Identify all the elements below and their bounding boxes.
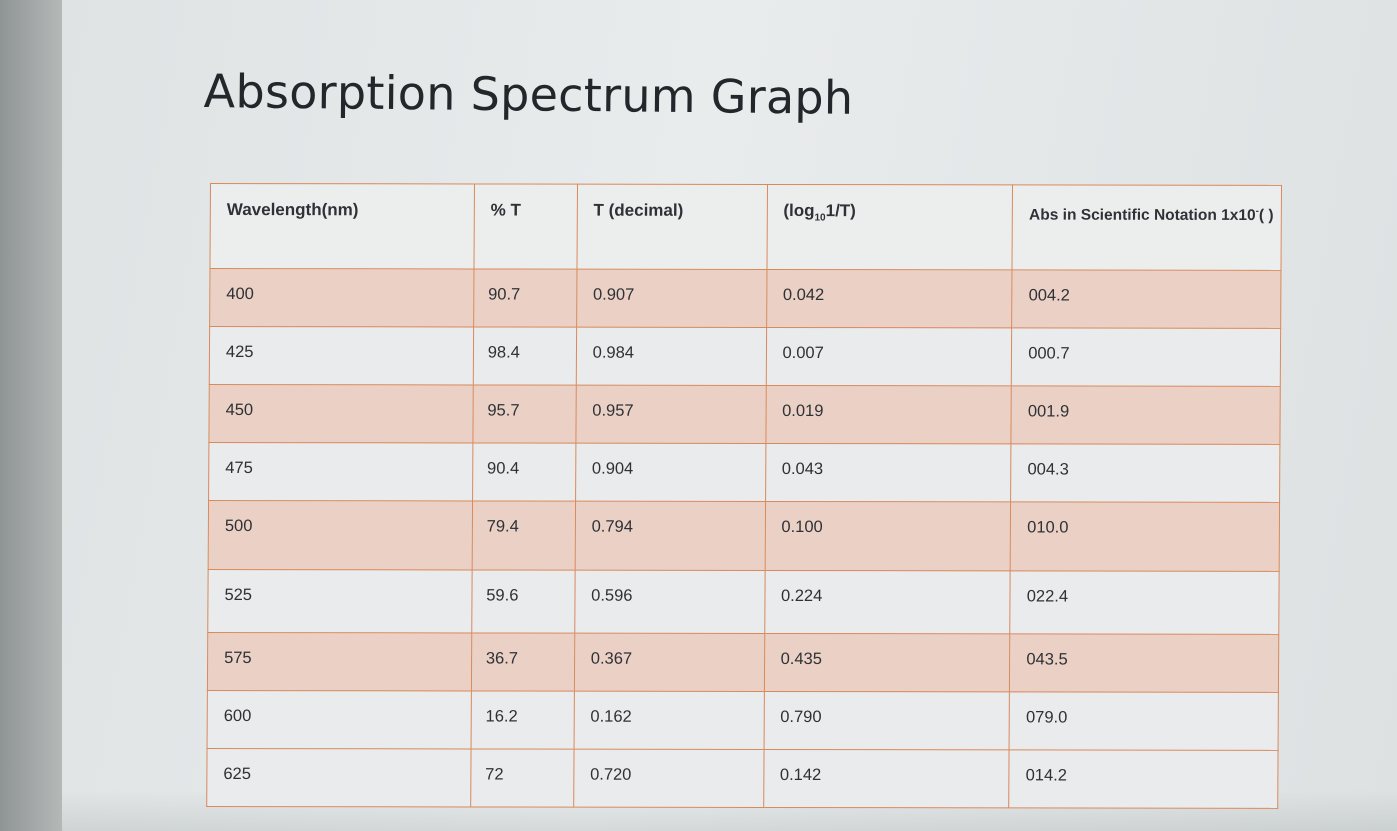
cell-percent-t: 90.4 [472, 442, 576, 502]
cell-t-decimal: 0.904 [575, 443, 766, 502]
cell-t-decimal: 0.596 [574, 570, 765, 634]
cell-log: 0.042 [766, 269, 1013, 328]
table-row: 450 95.7 0.957 0.019 001.9 [208, 384, 1281, 445]
cell-abs: 001.9 [1011, 385, 1281, 445]
absorption-data-table: Wavelength(nm) % T T (decimal) (log101/T… [206, 183, 1282, 809]
table-row: 500 79.4 0.794 0.100 010.0 [208, 500, 1280, 572]
cell-log: 0.142 [763, 749, 1010, 808]
header-log-base: 10 [814, 212, 826, 224]
cell-abs: 022.4 [1010, 570, 1280, 635]
table-row: 625 72 0.720 0.142 014.2 [206, 748, 1279, 809]
cell-percent-t: 95.7 [472, 384, 576, 444]
cell-wavelength: 450 [208, 384, 474, 443]
cell-percent-t: 98.4 [473, 326, 577, 386]
cell-log: 0.435 [763, 633, 1011, 692]
cell-abs: 014.2 [1008, 749, 1279, 809]
cell-wavelength: 525 [207, 569, 472, 633]
header-log-tail: 1/T) [825, 201, 856, 221]
cell-wavelength: 625 [206, 748, 471, 807]
header-abs-parens: ( ) [1258, 206, 1274, 225]
data-table-container: Wavelength(nm) % T T (decimal) (log101/T… [206, 183, 1300, 809]
cell-abs: 079.0 [1009, 691, 1279, 751]
cell-log: 0.100 [764, 501, 1011, 571]
cell-percent-t: 36.7 [471, 632, 575, 692]
header-percent-t: % T [473, 183, 578, 270]
cell-wavelength: 475 [208, 442, 473, 501]
header-log-inverse-t: (log101/T) [766, 184, 1013, 270]
cell-t-decimal: 0.957 [575, 385, 766, 444]
table-header-row: Wavelength(nm) % T T (decimal) (log101/T… [209, 183, 1282, 271]
cell-t-decimal: 0.720 [573, 749, 764, 808]
page-title: Absorption Spectrum Graph [203, 64, 854, 125]
header-t-decimal: T (decimal) [576, 184, 768, 270]
monitor-bezel [0, 0, 62, 831]
cell-abs: 004.3 [1010, 443, 1280, 503]
cell-log: 0.007 [765, 327, 1012, 386]
cell-abs: 043.5 [1009, 633, 1279, 693]
table-row: 475 90.4 0.904 0.043 004.3 [208, 442, 1280, 503]
table-row: 525 59.6 0.596 0.224 022.4 [207, 569, 1280, 635]
cell-percent-t: 16.2 [470, 690, 575, 750]
table-row: 400 90.7 0.907 0.042 004.2 [209, 268, 1281, 329]
cell-percent-t: 59.6 [471, 569, 575, 634]
header-abs-text: Abs in Scientific Notation 1x10 [1029, 206, 1256, 224]
cell-percent-t: 72 [470, 748, 574, 808]
table-row: 575 36.7 0.367 0.435 043.5 [207, 632, 1279, 693]
table-row: 425 98.4 0.984 0.007 000.7 [209, 326, 1281, 387]
cell-t-decimal: 0.984 [575, 327, 767, 386]
cell-wavelength: 425 [209, 326, 474, 385]
header-wavelength: Wavelength(nm) [209, 183, 475, 269]
cell-t-decimal: 0.367 [574, 633, 765, 692]
cell-wavelength: 500 [208, 500, 473, 570]
header-abs-scientific: Abs in Scientific Notation 1x10-( ) [1012, 184, 1282, 271]
table-row: 600 16.2 0.162 0.790 079.0 [207, 690, 1279, 751]
cell-percent-t: 79.4 [471, 500, 576, 571]
cell-wavelength: 400 [209, 268, 474, 327]
cell-log: 0.019 [765, 385, 1012, 444]
cell-t-decimal: 0.162 [573, 691, 764, 750]
cell-log: 0.224 [764, 570, 1011, 634]
cell-wavelength: 575 [207, 632, 472, 691]
cell-log: 0.043 [765, 443, 1012, 502]
cell-abs: 004.2 [1011, 269, 1281, 329]
cell-wavelength: 600 [207, 690, 472, 749]
cell-t-decimal: 0.794 [574, 501, 766, 571]
cell-percent-t: 90.7 [473, 268, 577, 328]
header-log-text: (log [783, 201, 815, 221]
cell-abs: 010.0 [1010, 501, 1280, 572]
cell-log: 0.790 [763, 691, 1010, 750]
cell-t-decimal: 0.907 [576, 269, 767, 328]
cell-abs: 000.7 [1011, 327, 1281, 387]
